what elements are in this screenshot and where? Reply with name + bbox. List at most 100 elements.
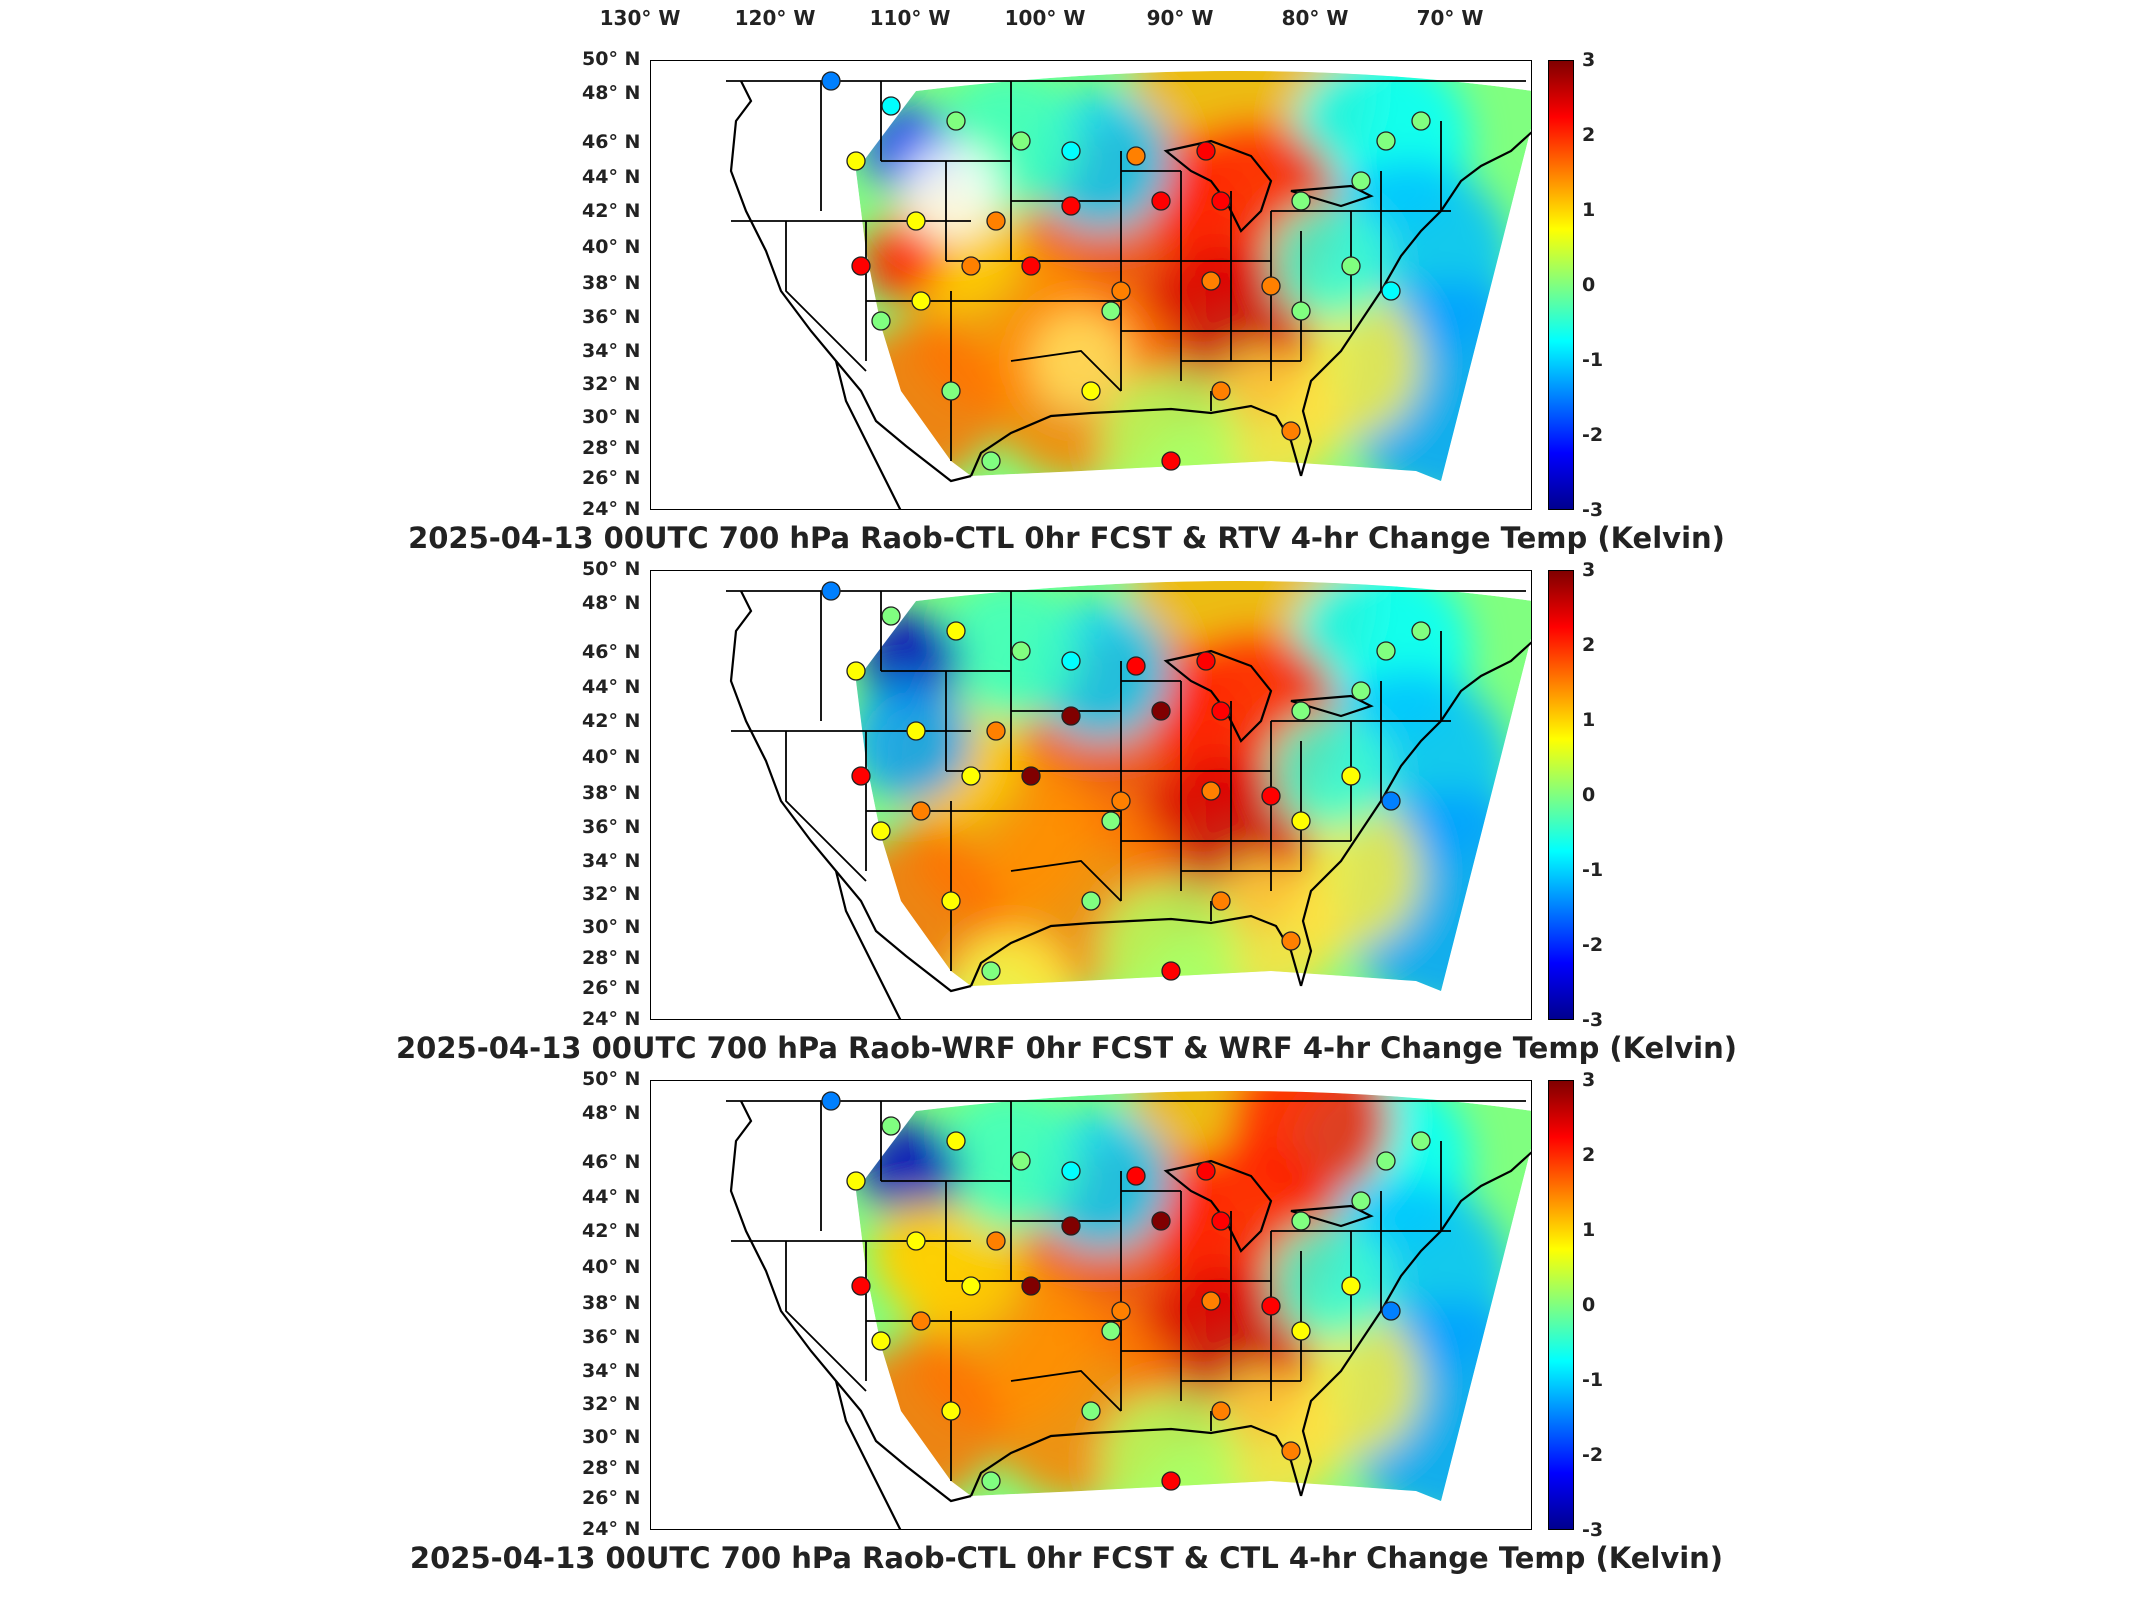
raob-station-marker	[941, 891, 961, 911]
raob-station-marker	[1101, 811, 1121, 831]
latitude-label: 38° N	[582, 782, 641, 804]
raob-station-marker	[1376, 1151, 1396, 1171]
panel-title-ctl: 2025-04-13 00UTC 700 hPa Raob-CTL 0hr FC…	[409, 1541, 1724, 1575]
colorbar-tick: -2	[1582, 934, 1604, 956]
latitude-label: 48° N	[582, 82, 641, 104]
raob-station-marker	[1211, 191, 1231, 211]
latitude-label: 44° N	[582, 1186, 641, 1208]
raob-station-marker	[1261, 1296, 1281, 1316]
latitude-label: 48° N	[582, 592, 641, 614]
raob-station-marker	[851, 766, 871, 786]
raob-station-marker	[1061, 651, 1081, 671]
latitude-label: 28° N	[582, 1457, 641, 1479]
raob-station-marker	[961, 256, 981, 276]
raob-station-marker	[1376, 641, 1396, 661]
latitude-label: 44° N	[582, 676, 641, 698]
latitude-label: 50° N	[582, 558, 641, 580]
latitude-label: 40° N	[582, 746, 641, 768]
raob-station-marker	[881, 1116, 901, 1136]
raob-station-marker	[1081, 1401, 1101, 1421]
raob-station-marker	[1201, 1291, 1221, 1311]
raob-station-marker	[1381, 1301, 1401, 1321]
raob-station-marker	[1161, 451, 1181, 471]
raob-station-marker	[1211, 1211, 1231, 1231]
temperature-field	[856, 581, 1531, 991]
raob-station-marker	[1111, 1301, 1131, 1321]
colorbar-tick: 3	[1582, 49, 1596, 71]
colorbar-tick: -3	[1582, 499, 1604, 521]
colorbar-tick: -1	[1582, 349, 1604, 371]
raob-station-marker	[1161, 1471, 1181, 1491]
colorbar-rtv	[1548, 60, 1574, 510]
lon-label-70w: 70° W	[1416, 6, 1484, 30]
raob-station-marker	[1151, 1211, 1171, 1231]
raob-station-marker	[1161, 961, 1181, 981]
latitude-label: 36° N	[582, 1326, 641, 1348]
lon-label-110w: 110° W	[869, 6, 951, 30]
latitude-label: 28° N	[582, 437, 641, 459]
map-plot-ctl	[650, 1080, 1532, 1530]
raob-station-marker	[1351, 1191, 1371, 1211]
temperature-field	[856, 71, 1531, 481]
raob-station-marker	[1341, 1276, 1361, 1296]
latitude-label: 48° N	[582, 1102, 641, 1124]
raob-station-marker	[1111, 791, 1131, 811]
raob-station-marker	[846, 151, 866, 171]
latitude-label: 30° N	[582, 1426, 641, 1448]
latitude-label: 38° N	[582, 1292, 641, 1314]
colorbar-tick: 0	[1582, 784, 1596, 806]
colorbar-wrf	[1548, 570, 1574, 1020]
latitude-label: 44° N	[582, 166, 641, 188]
latitude-label: 40° N	[582, 236, 641, 258]
raob-station-marker	[911, 1311, 931, 1331]
colorbar-tick: -1	[1582, 859, 1604, 881]
temperature-map-wrf	[726, 581, 1531, 1019]
latitude-label: 42° N	[582, 200, 641, 222]
lon-label-100w: 100° W	[1004, 6, 1086, 30]
political-boundaries	[729, 80, 1531, 509]
raob-station-marker	[871, 821, 891, 841]
map-plot-wrf	[650, 570, 1532, 1020]
latitude-label: 24° N	[582, 498, 641, 520]
raob-station-marker	[1351, 681, 1371, 701]
raob-station-marker	[1126, 1166, 1146, 1186]
colorbar-tick: 2	[1582, 124, 1596, 146]
latitude-label: 38° N	[582, 272, 641, 294]
latitude-label: 36° N	[582, 306, 641, 328]
raob-station-marker	[941, 1401, 961, 1421]
latitude-label: 42° N	[582, 710, 641, 732]
colorbar-tick: 1	[1582, 709, 1596, 731]
longitude-axis: 130° W 120° W 110° W 100° W 90° W 80° W …	[0, 0, 2133, 50]
raob-station-marker	[911, 291, 931, 311]
raob-station-marker	[986, 211, 1006, 231]
raob-station-marker	[1211, 1401, 1231, 1421]
latitude-label: 34° N	[582, 1360, 641, 1382]
raob-station-marker	[1291, 701, 1311, 721]
colorbar-tick: 1	[1582, 199, 1596, 221]
raob-station-marker	[1011, 641, 1031, 661]
map-plot-rtv	[650, 60, 1532, 510]
raob-station-marker	[1196, 651, 1216, 671]
raob-station-marker	[1196, 1161, 1216, 1181]
raob-station-marker	[1111, 281, 1131, 301]
panel-title-rtv: 2025-04-13 00UTC 700 hPa Raob-CTL 0hr FC…	[408, 521, 1725, 555]
raob-station-marker	[1021, 766, 1041, 786]
latitude-label: 30° N	[582, 916, 641, 938]
temperature-map-rtv	[726, 71, 1531, 509]
colorbar-tick: -3	[1582, 1519, 1604, 1541]
raob-station-marker	[1211, 381, 1231, 401]
lon-label-120w: 120° W	[734, 6, 816, 30]
raob-station-marker	[1201, 271, 1221, 291]
raob-station-marker	[981, 1471, 1001, 1491]
temperature-field	[856, 1091, 1531, 1501]
raob-station-marker	[1011, 1151, 1031, 1171]
latitude-label: 36° N	[582, 816, 641, 838]
raob-station-marker	[1126, 146, 1146, 166]
raob-station-marker	[846, 1171, 866, 1191]
latitude-label: 30° N	[582, 406, 641, 428]
raob-station-marker	[1201, 781, 1221, 801]
raob-station-marker	[1411, 111, 1431, 131]
raob-station-marker	[1021, 1276, 1041, 1296]
raob-station-marker	[1211, 701, 1231, 721]
raob-station-marker	[1151, 191, 1171, 211]
